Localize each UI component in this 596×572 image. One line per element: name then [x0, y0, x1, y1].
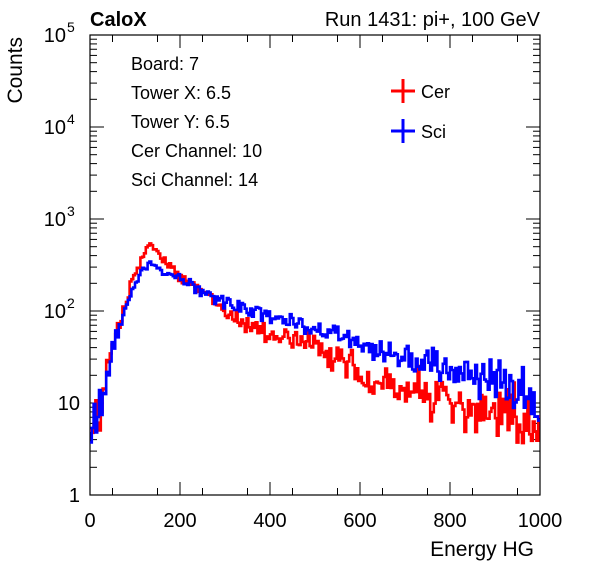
info-sci-channel: Sci Channel: 14	[131, 170, 258, 190]
y-tick-exponent: 4	[67, 111, 75, 127]
legend-cer-marker	[391, 79, 415, 103]
info-tower-x: Tower X: 6.5	[131, 83, 231, 103]
y-tick-exponent: 5	[67, 19, 75, 35]
y-tick-exponent: 2	[67, 295, 75, 311]
x-tick-label: 0	[84, 510, 95, 532]
x-tick-label: 400	[253, 510, 286, 532]
legend-cer-label: Cer	[421, 82, 450, 102]
legend-sci-label: Sci	[421, 122, 446, 142]
series-cer-line	[90, 242, 540, 445]
x-tick-label: 800	[433, 510, 466, 532]
run-info-label: Run 1431: pi+, 100 GeV	[325, 9, 541, 31]
y-tick-label: 10	[44, 117, 66, 139]
y-tick-label: 10	[44, 209, 66, 231]
plot-frame	[89, 34, 541, 496]
info-board: Board: 7	[131, 54, 199, 74]
y-tick-exponent: 3	[67, 203, 75, 219]
info-cer-channel: Cer Channel: 10	[131, 141, 262, 161]
series-sci-line	[90, 260, 540, 444]
series-group	[90, 242, 540, 445]
y-tick-label: 10	[58, 393, 80, 415]
x-tick-label: 1000	[518, 510, 563, 532]
legend-sci-marker	[391, 119, 415, 143]
info-box: Board: 7 Tower X: 6.5 Tower Y: 6.5 Cer C…	[131, 54, 262, 190]
x-axis-title: Energy HG	[430, 538, 534, 561]
y-axis-title: Counts	[4, 37, 27, 104]
y-tick-label: 1	[69, 485, 80, 507]
experiment-label: CaloX	[90, 9, 147, 31]
y-tick-label: 10	[44, 301, 66, 323]
info-tower-y: Tower Y: 6.5	[131, 112, 230, 132]
y-tick-label: 10	[44, 25, 66, 47]
x-tick-label: 200	[163, 510, 196, 532]
legend: Cer Sci	[391, 79, 450, 143]
x-tick-label: 600	[343, 510, 376, 532]
